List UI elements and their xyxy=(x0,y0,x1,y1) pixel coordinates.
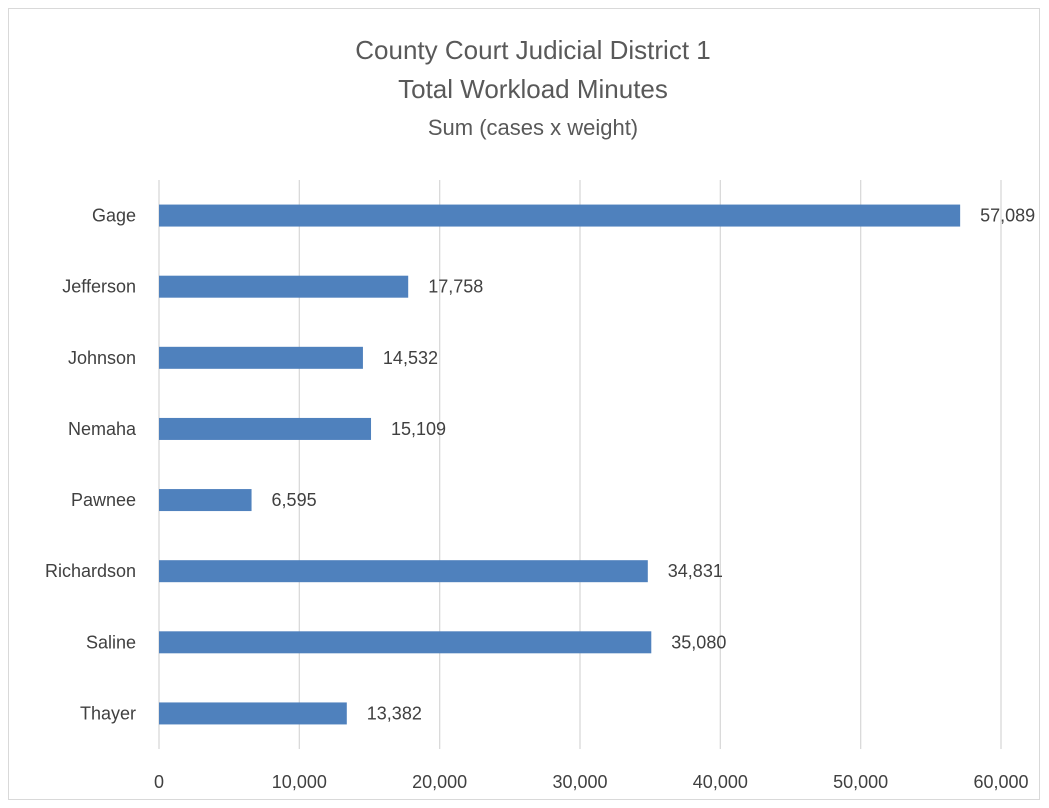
bar xyxy=(159,275,409,298)
bar xyxy=(159,417,372,440)
x-tick-label: 10,000 xyxy=(272,772,327,792)
data-label: 13,382 xyxy=(367,703,422,723)
data-label: 35,080 xyxy=(671,632,726,652)
category-label: Nemaha xyxy=(68,419,137,439)
chart-area: County Court Judicial District 1 Total W… xyxy=(8,8,1040,800)
category-label: Richardson xyxy=(45,561,136,581)
chart-title: County Court Judicial District 1 xyxy=(355,35,710,65)
x-tick-label: 30,000 xyxy=(552,772,607,792)
category-labels: Gage Jefferson Johnson Nemaha Pawnee Richards… xyxy=(45,206,137,724)
chart-subtitle: Total Workload Minutes xyxy=(398,74,668,104)
category-label: Jefferson xyxy=(62,277,136,297)
data-label: 17,758 xyxy=(428,277,483,297)
chart-subtitle-2: Sum (cases x weight) xyxy=(428,115,638,140)
x-axis-tick-labels: 0 10,000 20,000 30,000 40,000 50,000 60,000 xyxy=(154,772,1029,792)
category-label: Gage xyxy=(92,206,136,226)
bar xyxy=(159,489,252,512)
category-label: Johnson xyxy=(68,348,136,368)
data-label: 57,089 xyxy=(980,206,1035,226)
x-tick-label: 60,000 xyxy=(973,772,1028,792)
category-label: Thayer xyxy=(80,703,136,723)
bar xyxy=(159,560,648,583)
data-label: 6,595 xyxy=(272,490,317,510)
data-label: 14,532 xyxy=(383,348,438,368)
bar xyxy=(159,702,347,725)
data-labels: 57,089 17,758 14,532 15,109 6,595 34,831 35,08… xyxy=(272,206,1036,724)
data-label: 15,109 xyxy=(391,419,446,439)
bar xyxy=(159,204,961,227)
x-tick-label: 20,000 xyxy=(412,772,467,792)
data-label: 34,831 xyxy=(668,561,723,581)
gridlines xyxy=(158,180,1002,749)
x-tick-label: 50,000 xyxy=(833,772,888,792)
x-tick-label: 0 xyxy=(154,772,164,792)
chart-svg: County Court Judicial District 1 Total W… xyxy=(45,35,1036,792)
x-tick-label: 40,000 xyxy=(693,772,748,792)
category-label: Pawnee xyxy=(71,490,136,510)
bars xyxy=(159,204,961,725)
category-label: Saline xyxy=(86,632,136,652)
bar xyxy=(159,346,363,369)
bar xyxy=(159,631,652,654)
